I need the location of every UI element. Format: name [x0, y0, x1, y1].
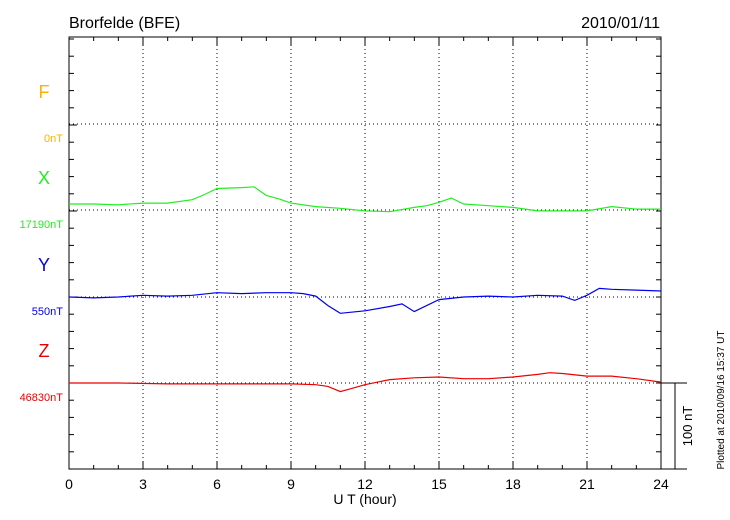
x-tick-label: 3 [139, 476, 147, 492]
plot-frame [68, 36, 662, 470]
x-tick-label: 24 [653, 476, 669, 492]
x-tick-label: 18 [505, 476, 521, 492]
series-baseline-x: 17190nT [20, 219, 64, 231]
series-baseline-y: 550nT [32, 306, 63, 318]
chart-title: Brorfelde (BFE) [69, 15, 180, 32]
trace-x [69, 186, 661, 213]
x-tick-label: 9 [287, 476, 295, 492]
series-name-x: X [38, 168, 50, 188]
x-tick-label: 15 [431, 476, 447, 492]
series-name-z: Z [39, 341, 50, 361]
x-tick-label: 6 [213, 476, 221, 492]
chart-date: 2010/01/11 [581, 15, 660, 32]
series-baseline-f: 0nT [44, 133, 63, 145]
x-tick-label: 0 [65, 476, 73, 492]
traces [68, 186, 662, 393]
series-name-y: Y [38, 255, 50, 275]
series-name-f: F [39, 82, 50, 102]
scale-bar-label: 100 nT [680, 406, 695, 447]
series-labels: F 0nT X 17190nT Y 550nT Z 46830nT [20, 82, 64, 404]
x-axis-label: U T (hour) [333, 491, 396, 507]
series-baseline-z: 46830nT [20, 392, 64, 404]
plotted-at-footer: Plotted at 2010/09/16 15:37 UT [716, 331, 727, 470]
x-tick-label: 12 [357, 476, 373, 492]
trace-z [69, 372, 662, 393]
trace-y [68, 287, 662, 314]
axes: 0 3 6 9 12 15 18 21 24 [65, 36, 687, 492]
grid [69, 37, 661, 469]
x-tick-label: 21 [579, 476, 595, 492]
